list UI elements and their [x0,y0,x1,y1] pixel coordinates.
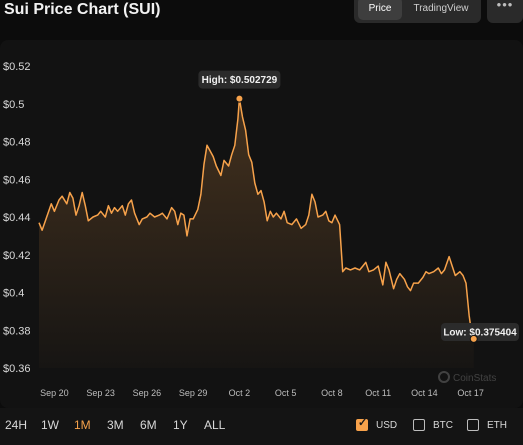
low-marker [469,334,478,343]
footer-toolbar: 24H 1W 1M 3M 6M 1Y ALL ✓ USD BTC ETH [0,408,523,445]
y-tick-label: $0.4 [3,288,24,300]
range-24h[interactable]: 24H [5,418,28,432]
y-tick-label: $0.5 [3,99,24,111]
y-tick-label: $0.52 [3,61,31,73]
x-tick-label: Sep 26 [133,388,162,398]
low-label-box [441,323,519,341]
checkbox-icon[interactable] [467,419,479,431]
range-1m[interactable]: 1M [74,418,91,432]
x-tick-label: Oct 2 [229,388,251,398]
watermark-text: CoinStats [453,373,496,384]
high-label-box [198,70,281,89]
tab-tradingview[interactable]: TradingView [413,3,469,14]
y-tick-label: $0.44 [3,212,31,224]
x-tick-label: Sep 29 [179,388,208,398]
y-tick-label: $0.46 [3,174,31,186]
coinstats-logo-icon [438,371,450,383]
currency-usd-label: USD [376,420,398,431]
checkbox-checked-icon[interactable] [356,419,368,431]
high-marker [235,94,244,103]
view-toggle: Price TradingView [354,0,481,23]
range-6m[interactable]: 6M [140,418,157,432]
y-tick-label: $0.36 [3,363,31,375]
x-tick-label: Sep 23 [86,388,115,398]
more-options-icon[interactable]: ••• [487,0,523,23]
chart-title: Sui Price Chart (SUI) [4,1,161,18]
x-tick-label: Sep 20 [40,388,69,398]
price-area [39,98,474,368]
low-label: Low: $0.375404 [443,328,517,339]
header: Sui Price Chart (SUI) Price TradingView … [0,0,523,34]
x-tick-label: Oct 5 [275,388,297,398]
range-1w[interactable]: 1W [41,418,59,432]
range-all[interactable]: ALL [204,418,226,432]
checkbox-icon[interactable] [413,419,425,431]
currency-btc-label: BTC [433,420,453,431]
x-tick-label: Oct 14 [411,388,438,398]
y-tick-label: $0.48 [3,137,31,149]
high-label: High: $0.502729 [202,75,278,86]
y-tick-label: $0.38 [3,325,31,337]
x-tick-label: Oct 17 [457,388,484,398]
tab-price[interactable]: Price [358,0,402,20]
range-1y[interactable]: 1Y [173,418,188,432]
x-tick-label: Oct 11 [365,388,391,398]
x-tick-label: Oct 8 [321,388,343,398]
currency-eth-label: ETH [487,420,507,431]
price-chart: $0.52 $0.5 $0.48 $0.46 $0.44 $0.42 $0.4 $0.38 $0… [3,61,519,398]
checkmark-icon: ✓ [358,417,368,429]
range-3m[interactable]: 3M [107,418,124,432]
y-tick-label: $0.42 [3,250,31,262]
price-line [38,97,475,340]
coinstats-watermark: CoinStats [438,371,496,384]
